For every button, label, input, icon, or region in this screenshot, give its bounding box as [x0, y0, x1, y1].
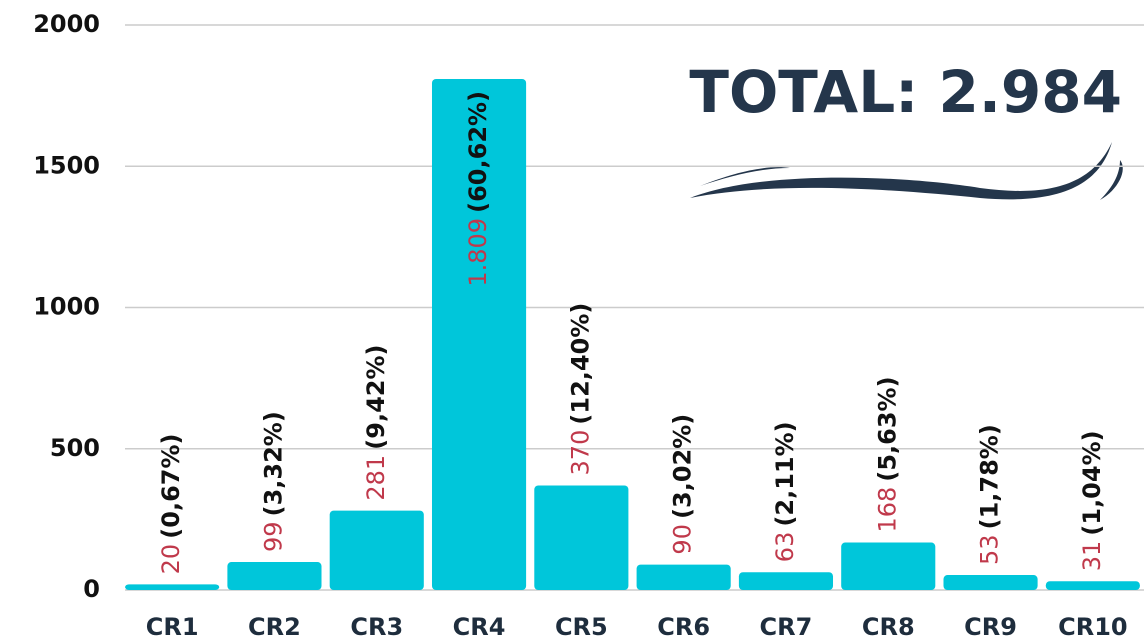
data-label: 99 (3,32%) [259, 411, 287, 552]
y-tick-label: 1000 [33, 293, 100, 321]
bar [1046, 581, 1140, 590]
y-tick-label: 2000 [33, 10, 100, 38]
bar [227, 562, 321, 590]
bar [637, 565, 731, 590]
value-label: 53 [976, 534, 1004, 565]
y-tick-label: 1500 [33, 151, 100, 179]
data-label: 63 (2,11%) [771, 421, 799, 562]
x-tick-label: CR7 [760, 613, 813, 641]
percent-label: (5,63%) [873, 376, 901, 481]
data-label: 90 (3,02%) [669, 414, 697, 555]
percent-label: (3,32%) [259, 411, 287, 516]
data-label: 168 (5,63%) [873, 376, 901, 532]
x-tick-label: CR1 [146, 613, 199, 641]
total-annotation: TOTAL: 2.984 [689, 58, 1122, 126]
value-label: 1.809 [464, 218, 492, 287]
percent-label: (2,11%) [771, 421, 799, 526]
data-label: 31 (1,04%) [1078, 430, 1106, 571]
data-label: 53 (1,78%) [976, 424, 1004, 565]
x-tick-label: CR5 [555, 613, 608, 641]
value-label: 168 [873, 487, 901, 533]
bar [330, 511, 424, 590]
x-tick-label: CR4 [453, 613, 506, 641]
chart: TOTAL: 2.984 0 500 1000 1500 2000 CR1 20 (0,67… [0, 0, 1144, 644]
bar [125, 584, 219, 590]
percent-label: (1,04%) [1078, 430, 1106, 535]
value-label: 99 [259, 521, 287, 552]
percent-label: (0,67%) [157, 434, 185, 539]
y-tick-label: 0 [83, 575, 100, 603]
value-label: 20 [157, 544, 185, 575]
x-tick-label: CR8 [862, 613, 915, 641]
bar [534, 485, 628, 590]
x-tick-label: CR3 [350, 613, 403, 641]
y-tick-label: 500 [50, 434, 100, 462]
data-label: 1.809 (60,62%) [464, 91, 492, 287]
x-tick-label: CR9 [964, 613, 1017, 641]
percent-label: (12,40%) [566, 303, 594, 425]
bar [943, 575, 1037, 590]
data-label: 281 (9,42%) [362, 345, 390, 501]
value-label: 90 [669, 524, 697, 555]
data-label: 370 (12,40%) [566, 303, 594, 476]
bar [841, 543, 935, 590]
x-tick-label: CR10 [1058, 613, 1128, 641]
value-label: 370 [566, 430, 594, 476]
percent-label: (9,42%) [362, 345, 390, 450]
value-label: 63 [771, 532, 799, 563]
x-tick-label: CR2 [248, 613, 301, 641]
bar [739, 572, 833, 590]
x-tick-label: CR6 [657, 613, 710, 641]
data-label: 20 (0,67%) [157, 434, 185, 575]
percent-label: (60,62%) [464, 91, 492, 213]
value-label: 31 [1078, 541, 1106, 572]
percent-label: (3,02%) [669, 414, 697, 519]
percent-label: (1,78%) [976, 424, 1004, 529]
value-label: 281 [362, 455, 390, 501]
